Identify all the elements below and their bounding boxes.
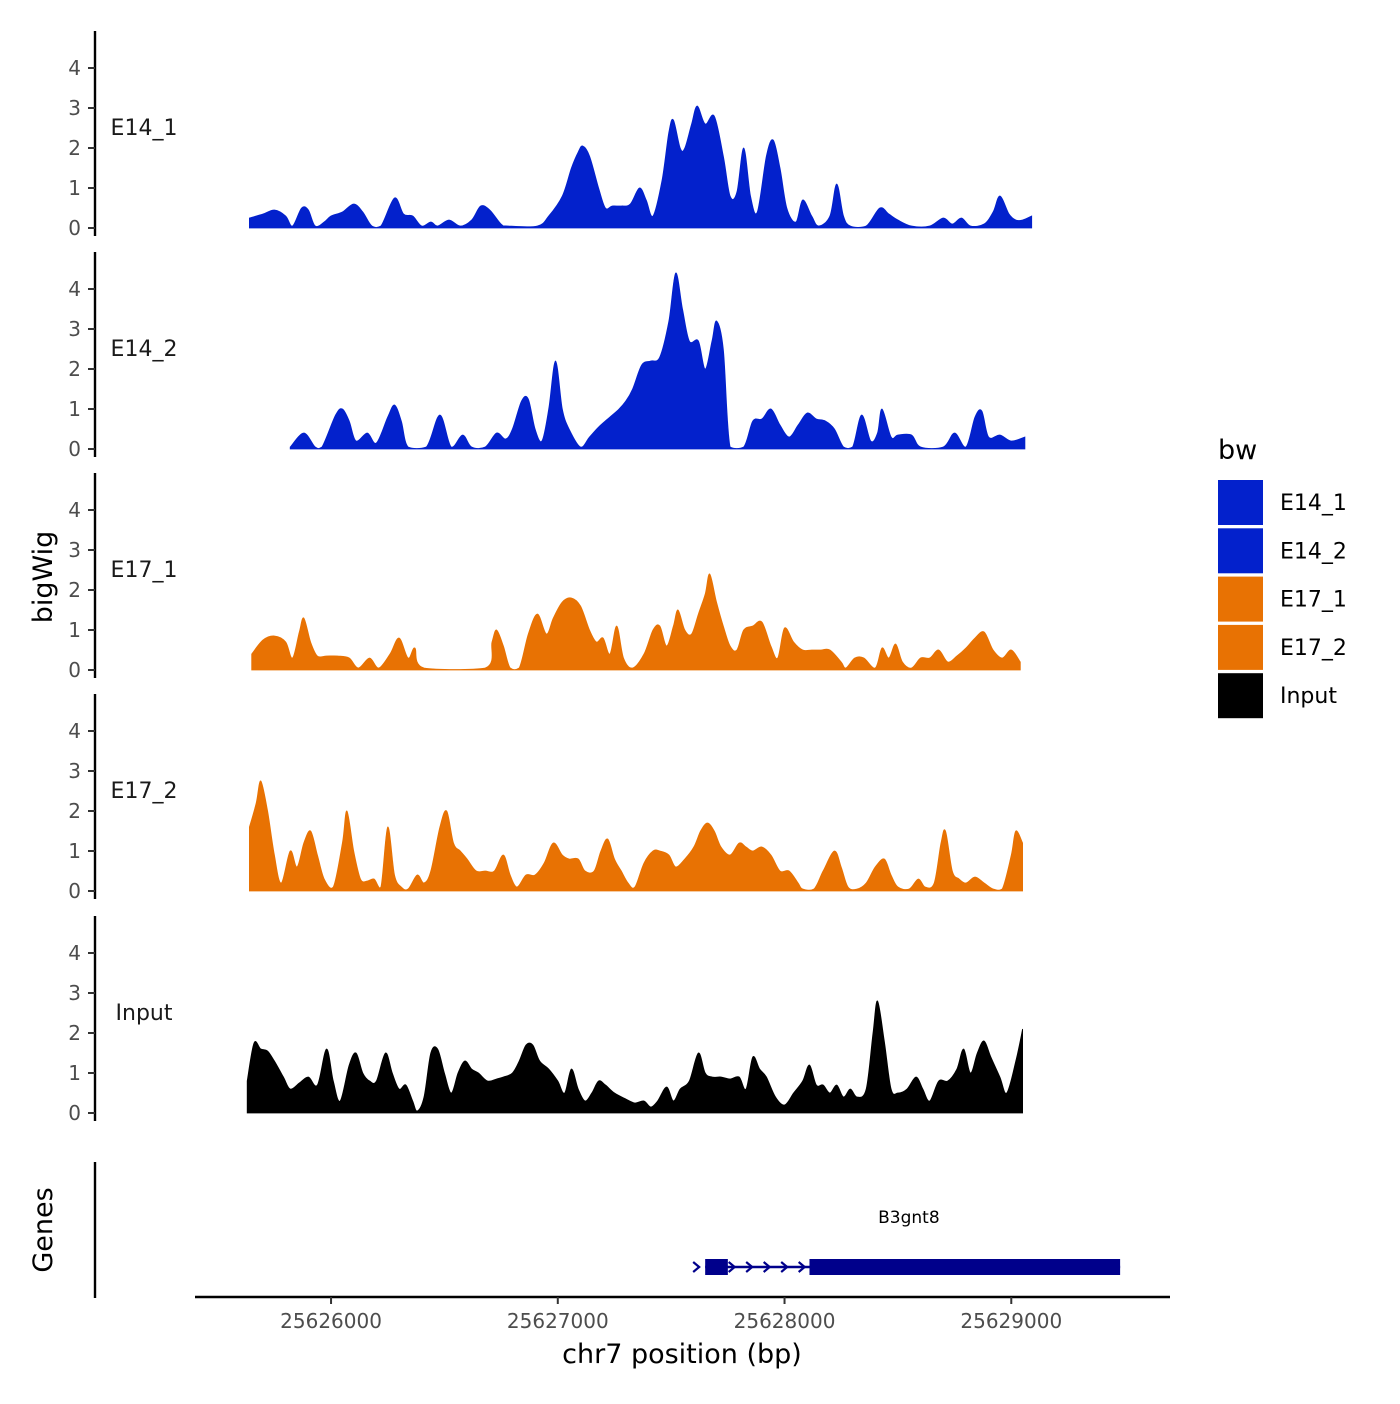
y-tick-label: 2: [68, 357, 81, 381]
legend-entry: Input: [1218, 673, 1337, 719]
y-tick-label: 1: [68, 839, 81, 863]
x-tick-label: 25628000: [734, 1309, 836, 1333]
coverage-area-e14-2: [289, 272, 1026, 450]
legend-label: E17_1: [1280, 588, 1347, 613]
gene-label: B3gnt8: [878, 1208, 940, 1228]
x-axis-title: chr7 position (bp): [562, 1339, 802, 1370]
x-tick-label: 25626000: [280, 1309, 382, 1333]
gene-exon: [705, 1259, 728, 1275]
coverage-area-e17-2: [249, 780, 1023, 892]
track-label: Input: [116, 1001, 173, 1026]
legend-swatch: [1218, 624, 1263, 670]
y-tick-label: 2: [68, 578, 81, 602]
track-input: 0 1 2 3 4 Input: [68, 916, 1023, 1125]
coverage-area-e17-1: [251, 573, 1021, 671]
y-tick-label: 3: [68, 538, 81, 562]
coverage-area-e14-1: [249, 105, 1033, 229]
genes-axis-title: Genes: [28, 1187, 59, 1272]
legend-title: bw: [1218, 435, 1257, 466]
y-axis-title: bigWig: [28, 531, 59, 624]
gene-models: B3gnt8: [692, 1208, 1121, 1275]
legend-swatch: [1218, 528, 1263, 574]
y-tick-label: 4: [68, 719, 81, 743]
y-tick-label: 3: [68, 96, 81, 120]
legend-entries: E14_1 E14_2 E17_1 E17_2 Input: [1218, 480, 1347, 719]
x-tick-label: 25627000: [507, 1309, 609, 1333]
y-tick-label: 4: [68, 56, 81, 80]
gene-model: B3gnt8: [692, 1208, 1121, 1275]
x-axis: 25626000 25627000 25628000 25629000 chr7 po…: [195, 1295, 1170, 1370]
y-tick-label: 3: [68, 317, 81, 341]
y-tick-label: 3: [68, 759, 81, 783]
y-tick-label: 2: [68, 799, 81, 823]
track-label: E14_2: [111, 337, 178, 362]
strand-chevron: [780, 1261, 789, 1273]
strand-chevron: [692, 1261, 701, 1273]
y-tick-label: 0: [68, 437, 81, 461]
y-tick-label: 4: [68, 498, 81, 522]
legend-entry: E14_2: [1218, 528, 1347, 574]
legend-label: E17_2: [1280, 636, 1347, 661]
legend-swatch: [1218, 673, 1263, 719]
legend-swatch: [1218, 480, 1263, 525]
track-e17-1: 0 1 2 3 4 E17_1: [68, 473, 1021, 682]
strand-chevron: [745, 1261, 754, 1273]
y-tick-label: 4: [68, 941, 81, 965]
y-tick-label: 1: [68, 397, 81, 421]
legend-entry: E14_1: [1218, 480, 1347, 525]
y-tick-label: 1: [68, 1061, 81, 1085]
legend-label: E14_2: [1280, 539, 1347, 564]
y-tick-label: 0: [68, 879, 81, 903]
legend-label: Input: [1280, 684, 1337, 709]
strand-chevron: [762, 1261, 772, 1273]
y-tick-label: 3: [68, 981, 81, 1005]
strand-chevron: [727, 1261, 737, 1273]
strand-chevron: [797, 1261, 807, 1273]
y-tick-label: 1: [68, 176, 81, 200]
y-tick-label: 0: [68, 658, 81, 682]
track-label: E14_1: [111, 116, 178, 141]
track-e17-2: 0 1 2 3 4 E17_2: [68, 694, 1023, 903]
genes-panel: Genes B3gnt8: [28, 1162, 1121, 1298]
y-tick-label: 4: [68, 277, 81, 301]
y-tick-label: 2: [68, 136, 81, 160]
legend: bw E14_1 E14_2 E17_1 E17_2 Input: [1218, 435, 1347, 719]
coverage-area-input: [246, 1000, 1023, 1114]
x-tick-label: 25629000: [960, 1309, 1062, 1333]
y-tick-label: 2: [68, 1021, 81, 1045]
bigwig-tracks: 0 1 2 3 4 E14_1 0 1 2 3 4 E14_2 0 1 2 3 4 E17_1 0 1 2 3 4 E17_2…: [68, 31, 1033, 1125]
y-tick-label: 0: [68, 1101, 81, 1125]
legend-label: E14_1: [1280, 491, 1347, 516]
track-e14-2: 0 1 2 3 4 E14_2: [68, 252, 1026, 461]
legend-entry: E17_1: [1218, 576, 1347, 622]
y-tick-label: 0: [68, 216, 81, 240]
y-tick-label: 1: [68, 618, 81, 642]
track-e14-1: 0 1 2 3 4 E14_1: [68, 31, 1033, 240]
track-label: E17_1: [111, 558, 178, 583]
gene-exon: [809, 1259, 1121, 1275]
x-ticks: 25626000 25627000 25628000 25629000: [280, 1297, 1062, 1333]
legend-swatch: [1218, 576, 1263, 622]
track-label: E17_2: [111, 779, 178, 804]
legend-entry: E17_2: [1218, 624, 1347, 670]
